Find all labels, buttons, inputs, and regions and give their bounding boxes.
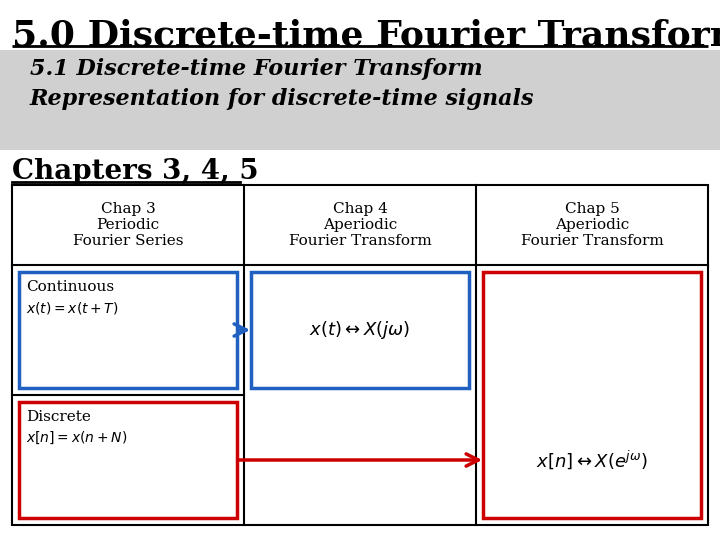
Text: 5.1 Discrete-time Fourier Transform: 5.1 Discrete-time Fourier Transform: [30, 58, 482, 80]
Text: Chap 4
Aperiodic
Fourier Transform: Chap 4 Aperiodic Fourier Transform: [289, 202, 431, 248]
Bar: [12, 185, 708, 525]
Text: Chap 3
Periodic
Fourier Series: Chap 3 Periodic Fourier Series: [73, 202, 184, 248]
Text: $x[n] = x(n+N)$: $x[n] = x(n+N)$: [26, 430, 127, 446]
Text: $x(t) = x(t+T)$: $x(t) = x(t+T)$: [26, 300, 119, 316]
Text: 5.0 Discrete-time Fourier Transform: 5.0 Discrete-time Fourier Transform: [12, 18, 720, 52]
Text: $x(t) \leftrightarrow X(j\omega)$: $x(t) \leftrightarrow X(j\omega)$: [310, 319, 410, 341]
Text: Continuous: Continuous: [26, 280, 114, 294]
Bar: [483, 272, 701, 518]
Text: Representation for discrete-time signals: Representation for discrete-time signals: [30, 88, 534, 110]
Text: Chapters 3, 4, 5: Chapters 3, 4, 5: [12, 158, 258, 185]
Bar: [19, 272, 237, 388]
Text: Discrete: Discrete: [26, 410, 91, 424]
Bar: [251, 272, 469, 388]
Text: $x[n] \leftrightarrow X(e^{j\omega})$: $x[n] \leftrightarrow X(e^{j\omega})$: [536, 449, 648, 471]
Text: Chap 5
Aperiodic
Fourier Transform: Chap 5 Aperiodic Fourier Transform: [521, 202, 663, 248]
Bar: [19, 402, 237, 518]
Bar: [0, 50, 720, 150]
